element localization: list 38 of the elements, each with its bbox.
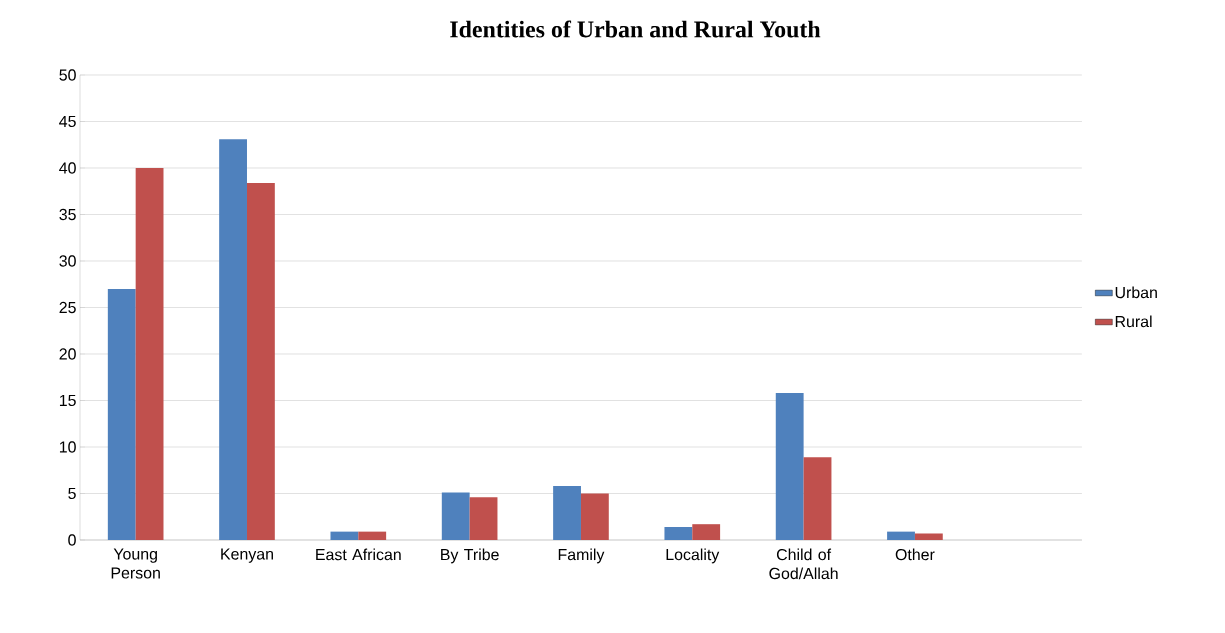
bar [469, 497, 498, 540]
y-tick-label: 45 [59, 115, 76, 128]
x-tick-label: Young Person [111, 548, 160, 579]
bar [580, 493, 609, 540]
bar [692, 524, 721, 540]
y-tick-label: 15 [59, 394, 76, 407]
x-tick-label: Other [895, 548, 935, 561]
x-tick-label: Kenyan [221, 548, 273, 563]
x-tick-label: By Tribe [441, 548, 499, 564]
bar [107, 288, 136, 540]
bar [664, 526, 693, 540]
bar [246, 182, 275, 540]
x-tick-label: East African [316, 548, 401, 561]
bar [330, 531, 359, 540]
x-tick-label: Family [558, 548, 605, 564]
bar [219, 139, 247, 540]
legend-label: Urban [1115, 286, 1157, 299]
y-tick-label: 35 [59, 208, 76, 221]
y-tick-label: 50 [59, 69, 76, 81]
y-tick-label: 10 [59, 441, 76, 453]
y-tick-label: 20 [59, 348, 76, 360]
y-tick-label: 0 [68, 534, 76, 546]
x-tick-label: Locality [666, 548, 720, 564]
bar [441, 492, 470, 540]
bar [358, 531, 387, 540]
bar [803, 457, 832, 540]
bar [553, 486, 581, 540]
y-tick-label: 5 [68, 487, 76, 500]
legend-label: Rural [1115, 315, 1152, 328]
x-tick-label: Child of God/Allah [769, 548, 838, 580]
y-tick-label: 40 [59, 162, 76, 174]
chart-title: Identities of Urban and Rural Youth [450, 20, 821, 38]
y-tick-label: 25 [59, 301, 76, 314]
bar [135, 168, 164, 540]
bar [887, 531, 915, 540]
y-tick-label: 30 [59, 255, 76, 267]
bar [914, 533, 943, 540]
bar [775, 393, 804, 540]
